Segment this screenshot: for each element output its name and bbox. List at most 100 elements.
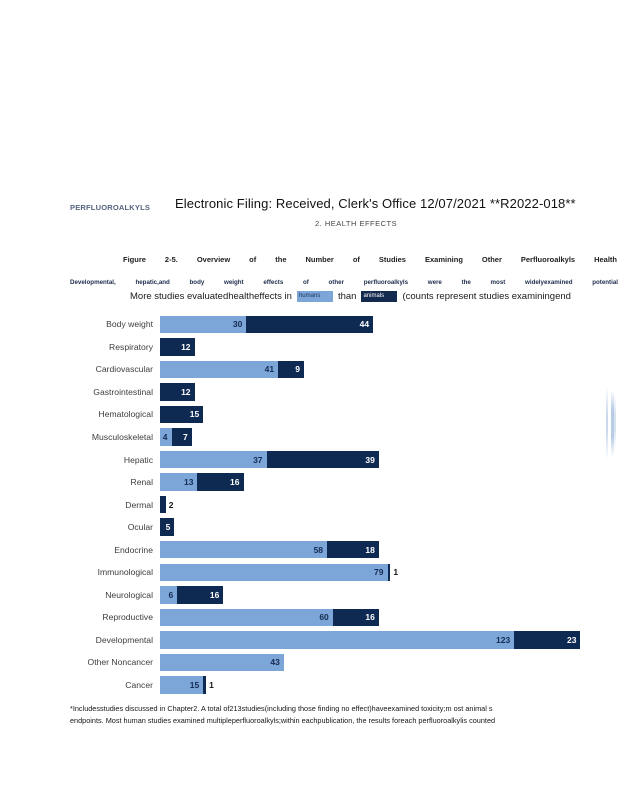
bar-group: 15 [160, 405, 204, 424]
chart-row: Hepatic 37 39 [60, 448, 580, 471]
humans-bar-segment: 123 [160, 631, 515, 649]
bar-group: 12 [160, 338, 195, 356]
bar-group: 6 16 [160, 586, 224, 604]
bar-value-label: 16 [209, 589, 220, 600]
animals-bar-segment: 23 [514, 631, 581, 649]
chart-row: Body weight 30 44 [60, 313, 580, 336]
bar-value-label: 12 [181, 341, 191, 352]
chart-row: Other Noncancer 43 [60, 651, 580, 674]
category-label: Renal [130, 477, 153, 488]
bar-value-label: 16 [230, 477, 240, 488]
bar-value-label: 39 [365, 454, 375, 465]
chart-row: Musculoskeletal 4 7 [60, 426, 580, 449]
bar-group: 13 16 [160, 473, 244, 491]
category-label: Musculoskeletal [91, 432, 153, 442]
animals-bar-segment [203, 676, 207, 694]
bar-group: 30 44 [160, 315, 374, 334]
animals-bar-segment: 7 [171, 428, 192, 446]
animals-bar-segment: 5 [160, 518, 175, 536]
animals-legend-swatch: animals [361, 290, 398, 302]
bar-value-label: 44 [359, 319, 370, 330]
bar-value-label: 9 [295, 364, 300, 375]
bar-group: 60 16 [160, 608, 379, 627]
category-label: Hepatic [123, 454, 153, 465]
figure-caption: Figure 2-5. Overview of the Number of St… [123, 255, 617, 264]
bar-value-label: 18 [365, 544, 375, 555]
humans-bar-segment: 4 [160, 428, 172, 446]
bar-group: 15 1 [160, 676, 214, 694]
animals-bar-segment [387, 563, 391, 582]
chart-row: Dermal 2 [60, 493, 580, 516]
category-label: Neurological [105, 589, 153, 600]
animals-bar-segment: 44 [246, 315, 374, 334]
legend-text-post: (counts represent studies examiningend [402, 290, 571, 302]
bar-value-label: 79 [374, 567, 384, 578]
category-label: Endocrine [114, 544, 153, 555]
figure-subcaption: Developmental, hepatic,and body weight e… [70, 279, 618, 286]
legend-text-pre: More studies evaluatedhealtheffects in [130, 290, 292, 302]
bar-group: 79 1 [160, 563, 399, 582]
humans-bar-segment: 60 [160, 608, 333, 627]
humans-bar-segment: 30 [160, 315, 247, 334]
category-label: Respiratory [109, 341, 153, 352]
category-label: Hematological [98, 409, 153, 420]
bar-value-label: 13 [183, 477, 194, 488]
bar-group: 43 [160, 653, 284, 672]
animals-bar-segment: 18 [327, 540, 379, 559]
bar-value-label: 30 [232, 319, 243, 330]
humans-bar-segment: 13 [160, 473, 198, 491]
bar-group: 41 9 [160, 360, 304, 379]
chart-row: Respiratory 12 [60, 336, 580, 359]
category-label: Other Noncancer [87, 657, 153, 668]
category-label: Cancer [125, 680, 153, 691]
chart-row: Endocrine 58 18 [60, 538, 580, 561]
category-label: Immunological [97, 567, 153, 578]
humans-bar-segment: 58 [160, 540, 328, 559]
section-heading: 2. HEALTH EFFECTS [315, 219, 398, 228]
bar-group: 58 18 [160, 540, 379, 559]
bar-group: 5 [160, 518, 175, 536]
chart-row: Hematological 15 [60, 403, 580, 426]
bar-value-label: 4 [162, 432, 168, 442]
animals-bar-segment: 16 [332, 608, 379, 627]
chart-row: Immunological 79 1 [60, 561, 580, 584]
bar-value-label: 15 [189, 680, 200, 691]
figure-legend-line: More studies evaluatedhealtheffects in h… [130, 289, 618, 303]
chart-row: Ocular 5 [60, 516, 580, 539]
animals-bar-segment: 12 [160, 383, 195, 401]
bar-value-label: 58 [313, 544, 324, 555]
bar-value-label: 7 [182, 432, 188, 442]
bar-value-label: 37 [253, 454, 263, 465]
humans-bar-segment: 43 [160, 653, 284, 672]
page-scan-artifact [602, 386, 616, 460]
humans-bar-segment: 37 [160, 450, 267, 469]
animals-bar-segment: 39 [266, 450, 379, 469]
category-label: Ocular [127, 522, 153, 533]
chart-row: Cancer 15 1 [60, 674, 580, 697]
bar-value-label: 43 [270, 657, 280, 668]
animals-bar-segment: 16 [197, 473, 244, 491]
bar-value-label: 60 [319, 612, 329, 623]
footnote-line-1: *Includesstudies discussed in Chapter2. … [70, 704, 493, 713]
figure-footnote: *Includesstudies discussed in Chapter2. … [70, 703, 618, 726]
bar-value-label: 15 [189, 409, 200, 420]
bar-value-label: 41 [264, 364, 275, 375]
category-label: Developmental [95, 634, 153, 645]
stacked-bar-chart: Body weight 30 44 Respiratory 12 Cardiovascul… [60, 313, 581, 697]
bar-value-label: 16 [365, 612, 375, 623]
humans-bar-segment: 41 [160, 360, 279, 379]
category-label: Dermal [125, 499, 153, 510]
bar-group: 37 39 [160, 450, 379, 469]
animals-bar-segment: 9 [278, 360, 304, 379]
chart-row: Gastrointestinal 12 [60, 381, 580, 404]
page-title: Electronic Filing: Received, Clerk's Off… [175, 196, 576, 211]
humans-bar-segment: 15 [160, 676, 204, 694]
category-label: Gastrointestinal [93, 386, 153, 397]
chart-row: Developmental 123 23 [60, 629, 581, 652]
bar-value-label: 1 [209, 680, 214, 691]
bar-value-label: 1 [393, 567, 399, 578]
bar-value-label: 2 [168, 499, 174, 510]
running-header: PERFLUOROALKYLS [70, 203, 151, 212]
footnote-line-2: endpoints. Most human studies examined m… [70, 715, 496, 725]
